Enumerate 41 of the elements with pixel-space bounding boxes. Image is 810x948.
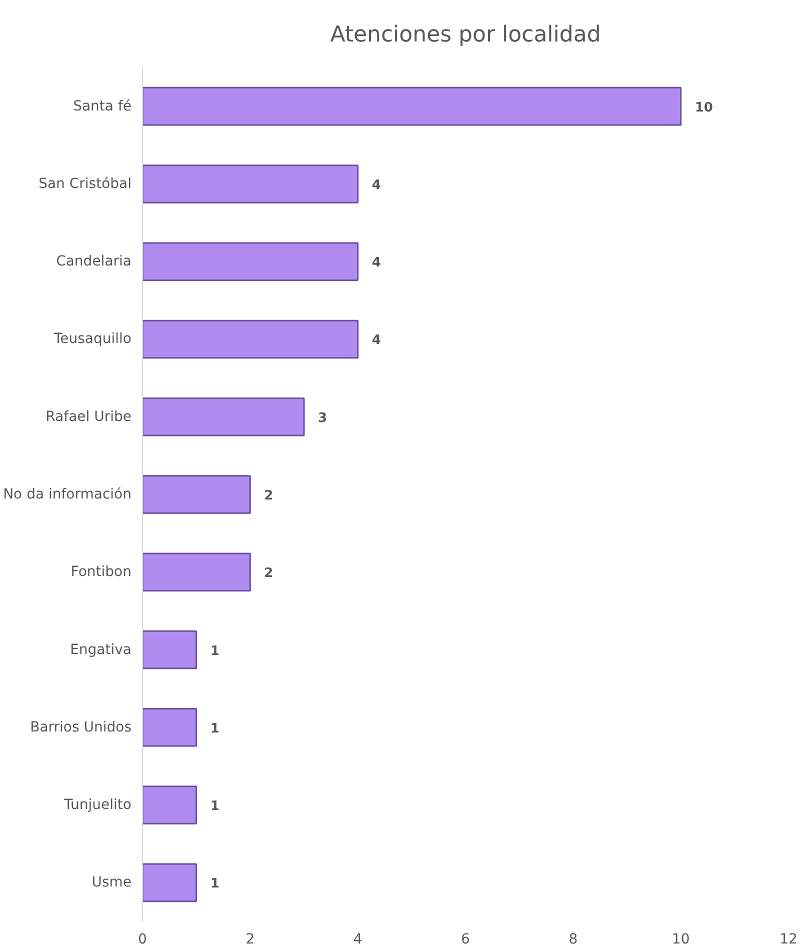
y-tick-label: No da información: [3, 486, 132, 502]
chart-title: Atenciones por localidad: [330, 22, 601, 48]
bar: [142, 552, 251, 592]
data-label: 4: [372, 178, 381, 193]
bar: [142, 320, 359, 359]
data-label: 1: [210, 721, 220, 736]
y-tick-label: Tunjuelito: [63, 797, 132, 814]
y-tick-label: Teusaquillo: [52, 331, 132, 348]
y-tick-label: Rafael Uribe: [46, 408, 132, 425]
bar: [142, 863, 198, 902]
data-label: 2: [264, 488, 274, 504]
y-tick-label: Barrios Unidos: [30, 719, 132, 736]
x-tick-label: 12: [780, 932, 798, 948]
y-tick-label: Usme: [92, 874, 132, 891]
bar: [142, 86, 682, 126]
data-label: 1: [210, 799, 220, 814]
data-label: 1: [210, 644, 220, 659]
y-tick-label: San Cristóbal: [38, 176, 132, 192]
x-tick-label: 8: [568, 932, 578, 948]
y-tick-label: Fontibon: [70, 564, 132, 580]
bar: [142, 242, 359, 281]
y-tick-label: Santa fé: [73, 98, 132, 114]
bar: [142, 630, 198, 670]
x-tick-label: 2: [246, 932, 255, 948]
data-label: 4: [372, 333, 381, 348]
x-tick-label: 0: [138, 932, 147, 948]
data-label: 4: [372, 256, 381, 271]
x-tick-label: 6: [461, 932, 470, 948]
x-tick-label: 4: [353, 932, 362, 948]
data-label: 3: [318, 410, 328, 426]
bar: [142, 475, 251, 514]
bar: [142, 708, 198, 747]
data-label: 1: [210, 876, 220, 892]
y-tick-label: Candelaria: [56, 254, 132, 270]
y-tick-label: Engativa: [70, 642, 132, 658]
bar: [142, 786, 198, 824]
data-label: 10: [694, 100, 713, 116]
bar: [142, 164, 359, 204]
x-tick-label: 10: [672, 932, 690, 948]
data-label: 2: [264, 566, 274, 582]
bar: [142, 397, 305, 436]
